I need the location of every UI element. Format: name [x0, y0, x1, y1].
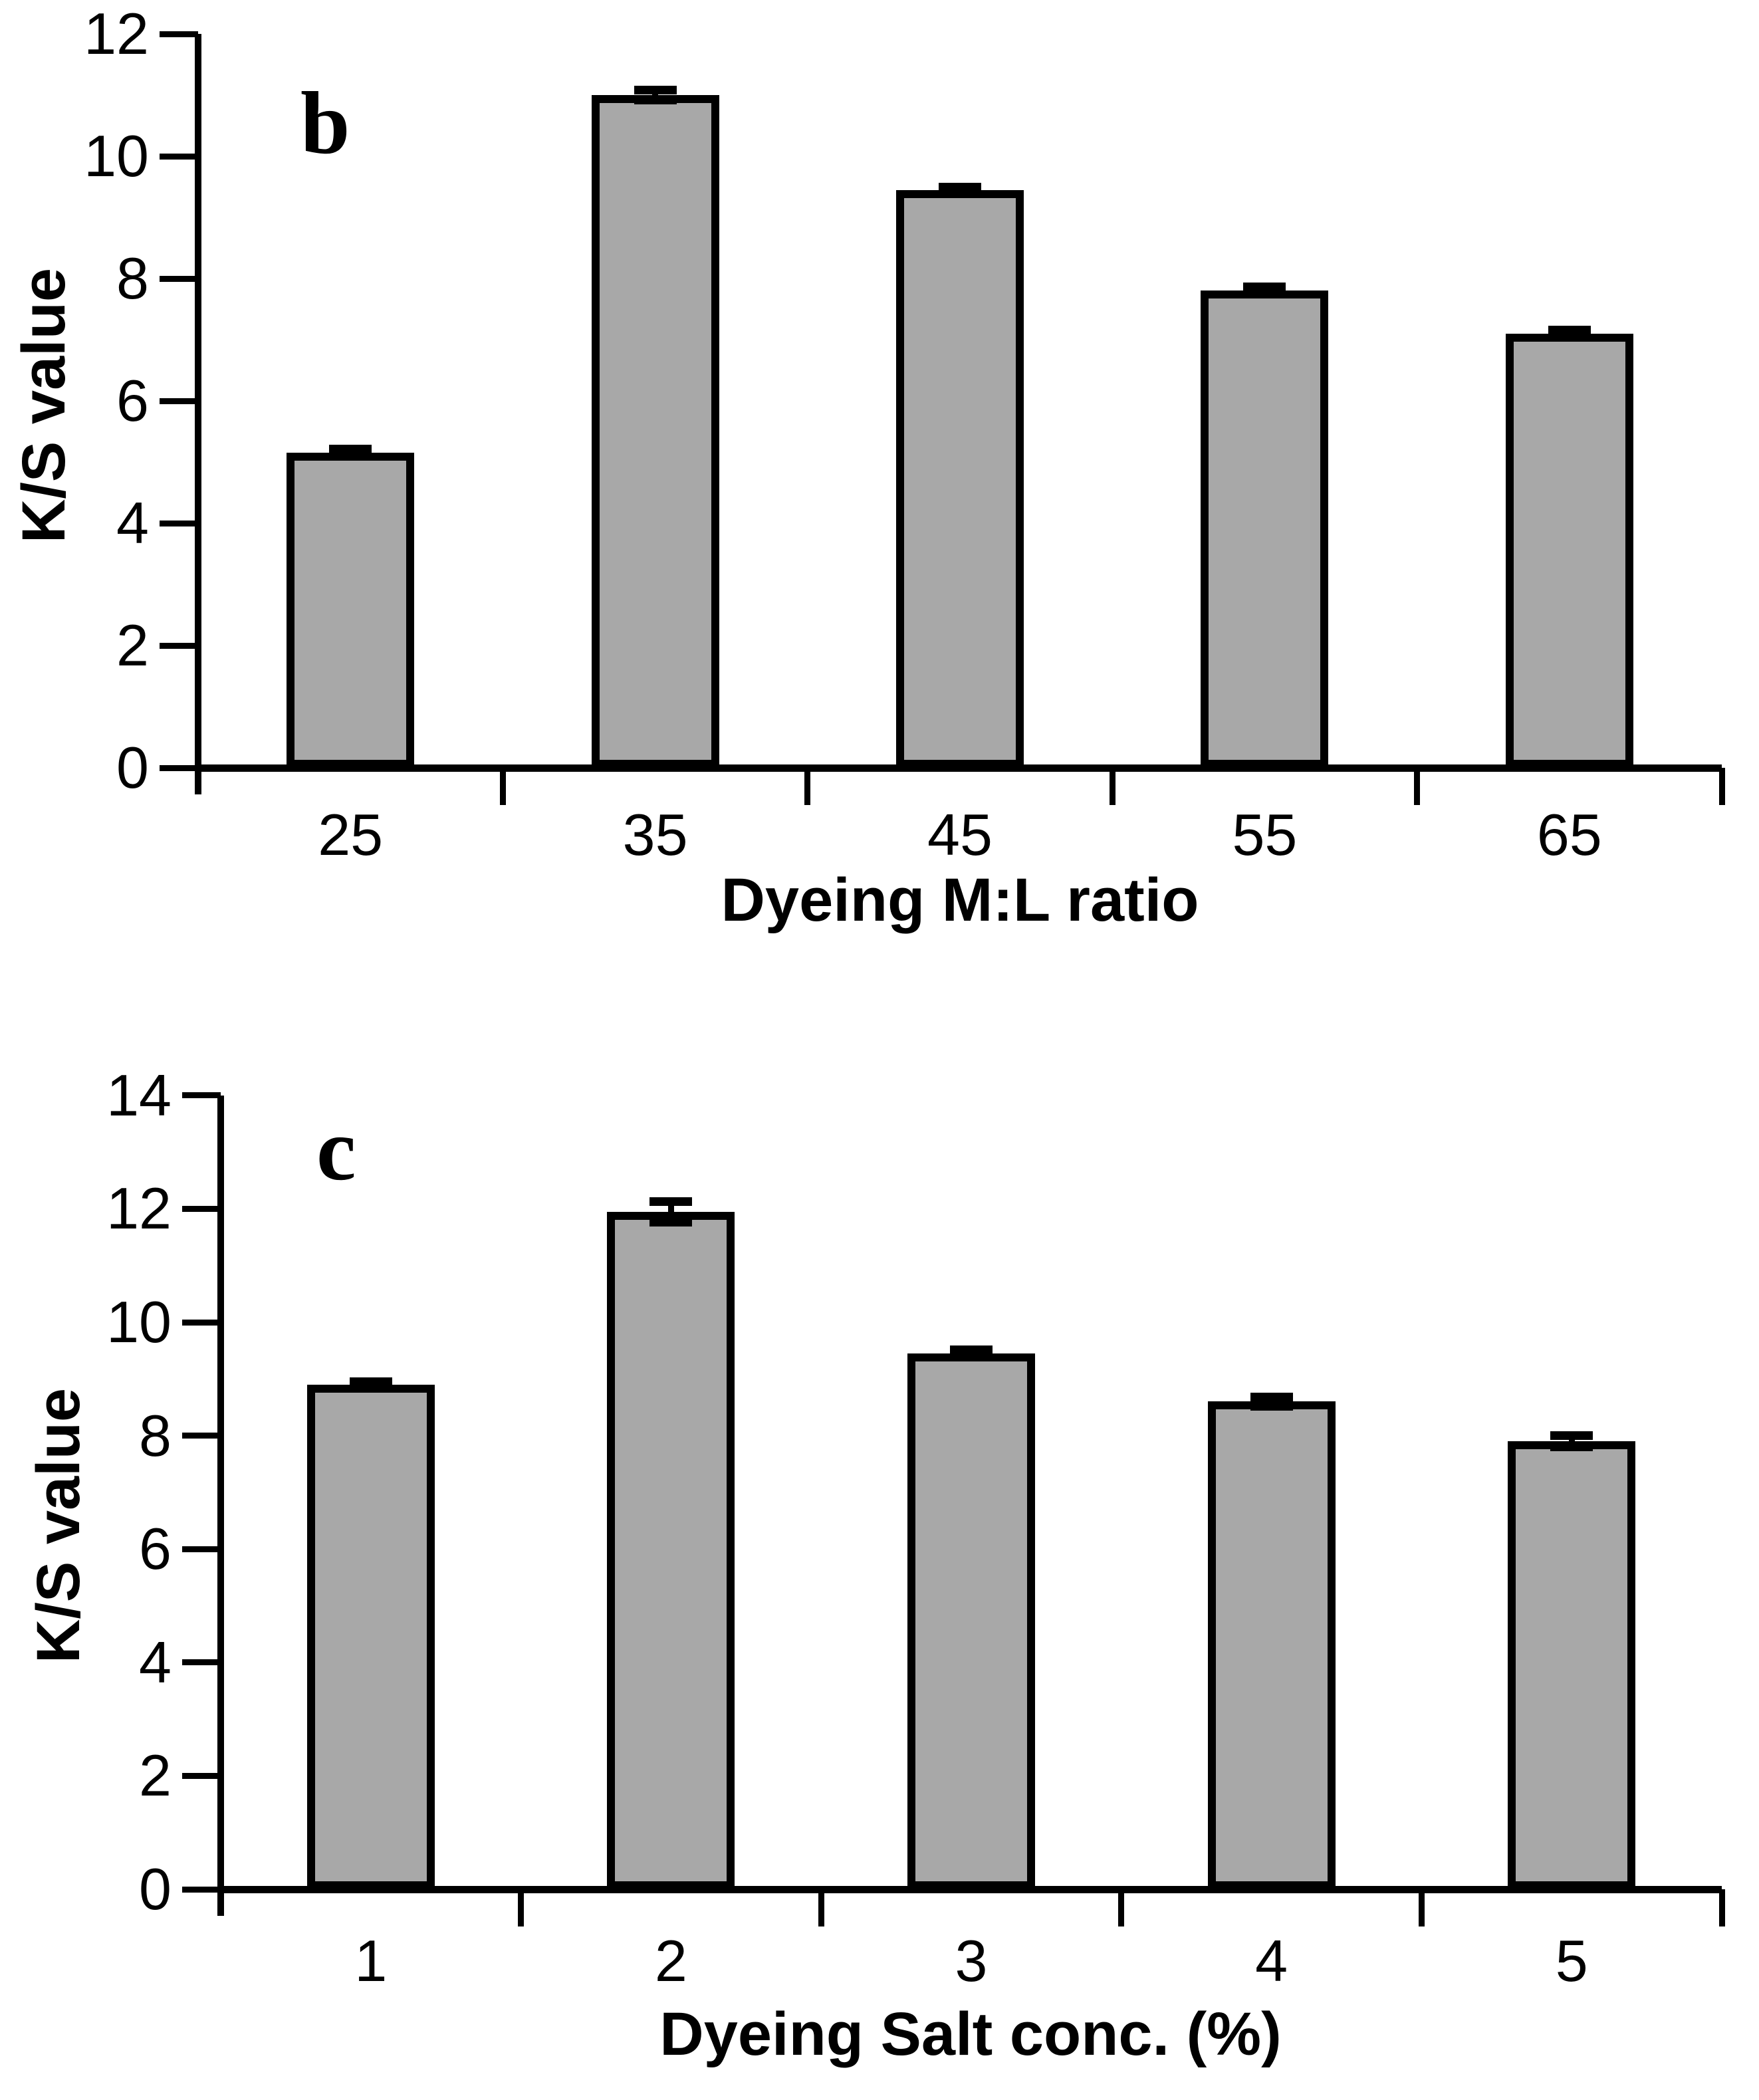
error-bar-cap-top	[1250, 1393, 1293, 1402]
error-bar-cap-bottom	[1550, 1443, 1593, 1452]
x-tick-mark	[804, 768, 811, 805]
y-tick-mark	[182, 1546, 221, 1552]
y-tick-mark	[182, 1886, 221, 1893]
error-bar-cap-top	[1548, 325, 1591, 334]
y-tick-mark	[182, 1659, 221, 1666]
y-tick-label: 6	[139, 1516, 172, 1582]
x-tick-label: 2	[654, 1928, 687, 1994]
x-tick-mark	[518, 1889, 525, 1926]
y-tick-label: 0	[139, 1856, 172, 1922]
x-tick-mark	[1414, 768, 1421, 805]
y-tick-label: 2	[139, 1742, 172, 1809]
x-tick-label: 45	[927, 802, 993, 868]
error-bar	[667, 1201, 674, 1222]
y-tick-mark	[160, 275, 198, 282]
bar	[1508, 1441, 1636, 1889]
x-tick-label: 65	[1536, 802, 1602, 868]
x-tick-label: 25	[318, 802, 384, 868]
y-tick-label: 2	[116, 612, 149, 678]
error-bar-cap-bottom	[939, 187, 981, 197]
x-tick-mark	[499, 768, 506, 805]
error-bar-cap-bottom	[1243, 290, 1286, 299]
error-bar-cap-bottom	[349, 1383, 392, 1392]
y-tick-mark	[182, 1092, 221, 1099]
bar	[1505, 333, 1633, 768]
y-tick-mark	[182, 1319, 221, 1326]
error-bar-cap-bottom	[1548, 332, 1591, 342]
bar	[607, 1211, 735, 1889]
y-tick-mark	[160, 31, 198, 37]
y-axis-line	[195, 34, 201, 794]
panel-label-c: c	[316, 1100, 356, 1199]
y-axis-line	[217, 1095, 224, 1916]
x-axis-line	[217, 1886, 1722, 1893]
error-bar-cap-bottom	[950, 1352, 993, 1361]
x-tick-mark	[1118, 1889, 1125, 1926]
y-tick-label: 8	[116, 245, 149, 311]
bar	[1201, 291, 1329, 768]
x-tick-mark	[1718, 1889, 1725, 1926]
y-tick-mark	[182, 1772, 221, 1779]
y-tick-mark	[160, 398, 198, 404]
error-bar-cap-bottom	[1250, 1401, 1293, 1411]
y-tick-label: 6	[116, 368, 149, 433]
y-tick-label: 4	[139, 1629, 172, 1695]
error-bar-cap-top	[950, 1345, 993, 1355]
y-tick-mark	[160, 642, 198, 649]
x-tick-label: 55	[1232, 802, 1298, 868]
panel-label-b: b	[300, 74, 350, 172]
x-axis-title-c: Dyeing Salt conc. (%)	[659, 2000, 1282, 2068]
y-tick-label: 12	[84, 1, 149, 66]
error-bar-cap-top	[1243, 283, 1286, 292]
error-bar	[1568, 1435, 1575, 1447]
y-tick-label: 8	[139, 1402, 172, 1468]
y-tick-mark	[182, 1205, 221, 1212]
x-tick-label: 5	[1555, 1928, 1588, 1994]
x-tick-label: 1	[354, 1928, 388, 1994]
bar	[907, 1353, 1035, 1889]
y-tick-label: 10	[106, 1289, 172, 1355]
error-bar-cap-top	[649, 1197, 693, 1206]
error-bar-cap-bottom	[634, 95, 677, 104]
error-bar-cap-bottom	[329, 452, 372, 461]
bar	[306, 1384, 435, 1889]
error-bar-cap-bottom	[649, 1217, 693, 1226]
y-tick-label: 4	[116, 490, 149, 556]
bar	[1207, 1401, 1336, 1889]
x-tick-mark	[1718, 768, 1725, 805]
y-tick-label: 10	[84, 123, 149, 189]
bar	[287, 453, 415, 768]
y-tick-mark	[160, 764, 198, 771]
x-tick-label: 4	[1255, 1928, 1288, 1994]
error-bar-cap-top	[1550, 1431, 1593, 1441]
x-tick-mark	[1109, 768, 1115, 805]
y-tick-mark	[160, 153, 198, 160]
y-tick-label: 12	[106, 1175, 172, 1242]
error-bar	[1268, 1397, 1275, 1407]
error-bar-cap-top	[634, 86, 677, 95]
error-bar-cap-top	[329, 445, 372, 454]
bar	[591, 95, 719, 768]
y-tick-mark	[182, 1433, 221, 1439]
error-bar	[652, 90, 659, 100]
x-tick-mark	[818, 1889, 824, 1926]
y-tick-mark	[160, 520, 198, 526]
y-tick-label: 0	[116, 735, 149, 800]
x-axis-title-b: Dyeing M:L ratio	[721, 866, 1199, 934]
x-tick-label: 3	[955, 1928, 988, 1994]
x-tick-label: 35	[622, 802, 688, 868]
x-axis-line	[195, 764, 1722, 772]
x-tick-mark	[1418, 1889, 1425, 1926]
bar	[896, 189, 1024, 768]
y-tick-label: 14	[106, 1062, 172, 1128]
